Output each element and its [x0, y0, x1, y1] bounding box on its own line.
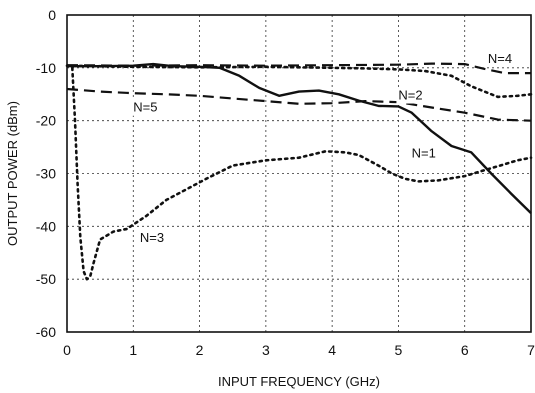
series-label-bg: [396, 87, 426, 104]
series-line-n5: [66, 87, 532, 122]
y-tick-label: -50: [36, 271, 56, 287]
x-tick-label: 1: [129, 342, 137, 358]
series-label-bg: [409, 145, 439, 162]
x-tick-label: 5: [395, 342, 403, 358]
x-tick-label: 2: [196, 342, 204, 358]
y-tick-label: -40: [36, 218, 56, 234]
y-tick-label: -20: [36, 113, 56, 129]
series-line-n2: [65, 64, 533, 99]
x-axis-title: INPUT FREQUENCY (GHz): [218, 374, 380, 389]
x-tick-label: 6: [461, 342, 469, 358]
series-label-n5: N=5: [133, 100, 157, 115]
y-tick-label: -60: [36, 324, 56, 340]
series-labels: N=4 N=2 N=5 N=1 N=3: [131, 51, 515, 247]
y-tick-label: -30: [36, 166, 56, 182]
series-label-n4: N=4: [488, 51, 512, 66]
series-line-n1: [67, 62, 532, 214]
series-label-n2: N=2: [398, 88, 422, 103]
series-line-n4: [66, 62, 531, 75]
series-label-bg: [131, 99, 160, 116]
x-tick-label: 4: [328, 342, 336, 358]
y-axis-title: OUTPUT POWER (dBm): [5, 101, 20, 246]
series-label-bg: [137, 230, 167, 247]
series-label-n1: N=1: [412, 146, 436, 161]
x-tick-label: 7: [527, 342, 535, 358]
series-lines: [65, 62, 533, 281]
series-line-n3: [71, 66, 533, 281]
grid-lines: [67, 15, 531, 332]
y-tick-labels: 0 -10 -20 -30 -40 -50 -60: [36, 7, 56, 340]
x-tick-label: 0: [63, 342, 71, 358]
y-tick-label: -10: [36, 60, 56, 76]
y-tick-label: 0: [48, 7, 56, 23]
x-tick-labels: 0 1 2 3 4 5 6 7: [63, 342, 535, 358]
series-label-bg: [485, 51, 515, 68]
plot-frame: [66, 14, 532, 333]
x-tick-label: 3: [262, 342, 270, 358]
series-label-n3: N=3: [140, 230, 164, 245]
